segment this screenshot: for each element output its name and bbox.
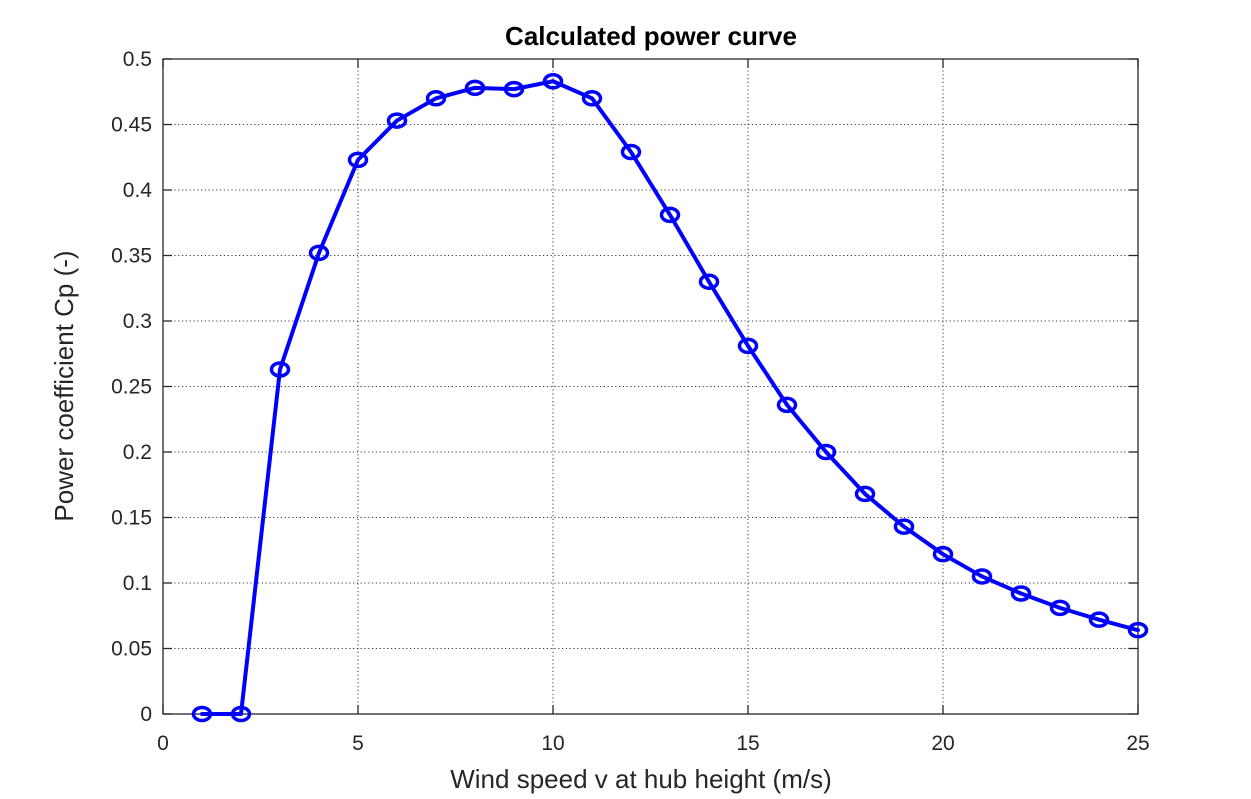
data-point-marker [698, 273, 720, 290]
x-tick-label: 10 [541, 732, 564, 755]
x-axis-label: Wind speed v at hub height (m/s) [450, 764, 832, 794]
y-tick-label: 0.45 [111, 114, 152, 137]
data-point-marker [854, 485, 876, 503]
data-point-marker [230, 705, 252, 723]
x-tick-labels: 0 5 10 15 20 25 [157, 732, 1150, 755]
data-point-marker [1088, 611, 1110, 628]
y-axis-label: Power coefficient Cp (-) [49, 250, 79, 521]
y-tick-label: 0.35 [111, 245, 152, 268]
series-cp [191, 73, 1149, 723]
data-point-marker [581, 90, 603, 107]
data-point-marker [893, 518, 915, 535]
data-point-marker [503, 80, 525, 98]
y-tick-label: 0 [140, 703, 152, 726]
data-point-marker [620, 143, 642, 161]
data-point-marker [1049, 599, 1071, 617]
y-tick-label: 0.3 [123, 310, 152, 333]
data-point-marker [347, 151, 369, 169]
data-point-marker [464, 79, 486, 97]
grid-lines [163, 59, 1138, 714]
data-point-marker [386, 112, 408, 129]
x-tick-label: 25 [1126, 732, 1149, 755]
data-point-marker [1010, 585, 1032, 602]
data-point-marker [542, 73, 564, 90]
y-tick-label: 0.25 [111, 376, 152, 399]
data-point-marker [191, 705, 213, 723]
y-tick-label: 0.5 [123, 48, 152, 71]
y-tick-label: 0.15 [111, 507, 152, 530]
data-point-marker [425, 90, 447, 107]
data-point-marker [308, 244, 330, 262]
data-point-marker [659, 206, 681, 224]
y-tick-label: 0.1 [123, 572, 152, 595]
y-tick-label: 0.4 [123, 179, 153, 202]
data-point-marker [815, 443, 837, 461]
x-tick-label: 15 [736, 732, 759, 755]
x-tick-label: 0 [157, 732, 169, 755]
series-line [200, 79, 1140, 716]
x-tick-label: 5 [352, 732, 364, 755]
data-point-marker [737, 337, 759, 355]
data-point-marker [1127, 621, 1149, 639]
x-tick-label: 20 [931, 732, 954, 755]
data-point-marker [971, 568, 993, 585]
axis-ticks [162, 58, 1139, 715]
chart-title: Calculated power curve [505, 21, 797, 51]
data-point-marker [776, 396, 798, 414]
data-point-marker [932, 545, 954, 563]
data-point-marker [269, 361, 291, 378]
y-tick-label: 0.2 [123, 441, 152, 464]
y-tick-label: 0.05 [111, 638, 152, 661]
y-tick-labels: 0 0.05 0.1 0.15 0.2 0.25 0.3 0.35 0.4 0.45 0.5 [111, 48, 152, 726]
